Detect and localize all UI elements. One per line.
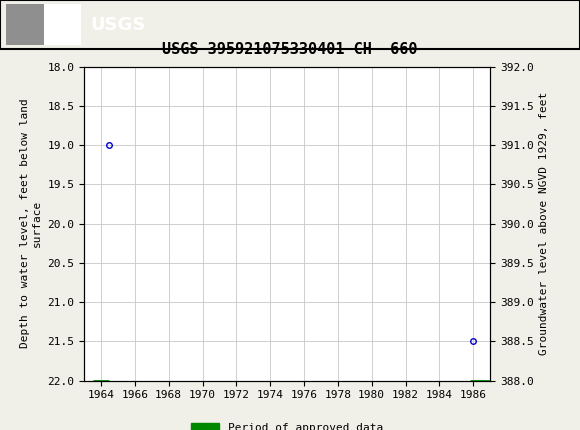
Bar bbox=[6, 4, 44, 46]
Text: USGS 395921075330401 CH  660: USGS 395921075330401 CH 660 bbox=[162, 42, 418, 57]
Y-axis label: Groundwater level above NGVD 1929, feet: Groundwater level above NGVD 1929, feet bbox=[539, 92, 549, 355]
Text: USGS: USGS bbox=[90, 16, 145, 34]
Y-axis label: Depth to water level, feet below land
surface: Depth to water level, feet below land su… bbox=[20, 99, 42, 348]
Legend: Period of approved data: Period of approved data bbox=[187, 418, 387, 430]
Bar bbox=[6, 4, 81, 46]
